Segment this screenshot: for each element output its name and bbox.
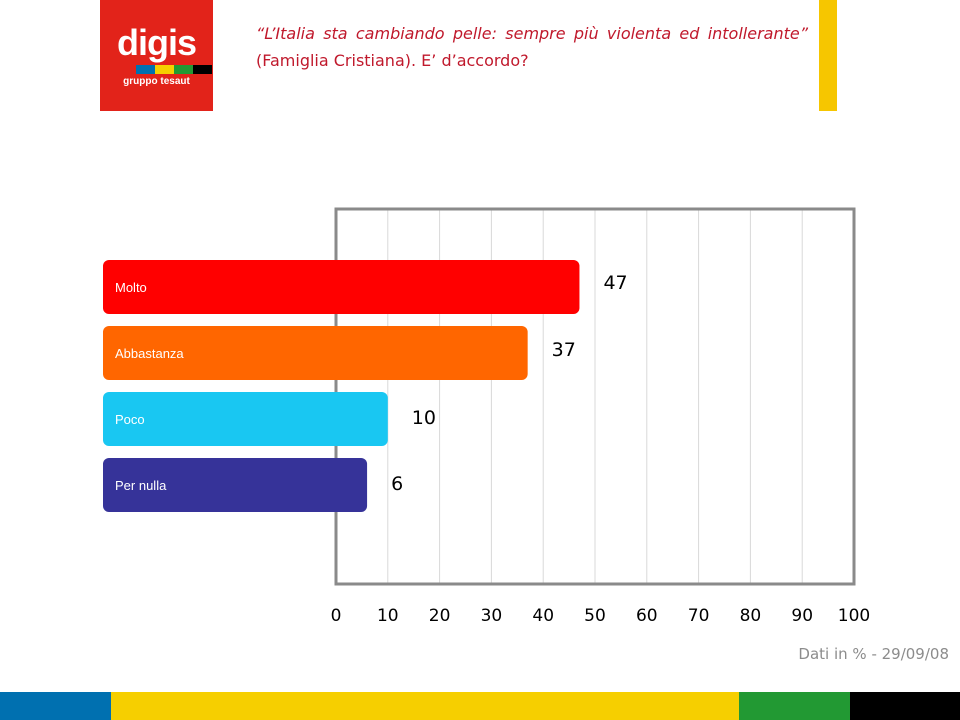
x-tick-label-80: 80 [740, 606, 762, 626]
bar-poco [103, 392, 388, 446]
bar-category-label: Abbastanza [115, 346, 184, 361]
question-quote: “L’Italia sta cambiando pelle: sempre pi… [256, 24, 808, 43]
data-footnote: Dati in % - 29/09/08 [798, 645, 949, 663]
x-tick-label-50: 50 [584, 606, 606, 626]
x-tick-label-90: 90 [791, 606, 813, 626]
x-tick-label-70: 70 [688, 606, 710, 626]
bottom-stripe-blue [0, 692, 111, 720]
logo-subtitle: gruppo tesaut [123, 76, 190, 87]
digis-logo: digis gruppo tesaut [100, 0, 213, 111]
bar-value-label: 37 [552, 339, 576, 361]
x-tick-label-100: 100 [838, 606, 870, 626]
bar-value-label: 47 [603, 272, 627, 294]
bar-category-label: Per nulla [115, 478, 167, 493]
bottom-stripe-black [850, 692, 960, 720]
survey-question: “L’Italia sta cambiando pelle: sempre pi… [256, 20, 808, 74]
bar-value-label: 6 [391, 473, 403, 495]
bottom-stripe-green [739, 692, 850, 720]
bar-category-label: Poco [115, 412, 145, 427]
x-tick-label-60: 60 [636, 606, 658, 626]
logo-color-stripes [136, 65, 212, 74]
x-tick-label-0: 0 [331, 606, 342, 626]
x-tick-label-30: 30 [481, 606, 503, 626]
bottom-color-bar [0, 692, 960, 720]
bar-molto [103, 260, 580, 314]
logo-wordmark: digis [116, 22, 197, 63]
yellow-bracket-decoration [819, 0, 837, 111]
x-tick-label-20: 20 [429, 606, 451, 626]
x-tick-label-10: 10 [377, 606, 399, 626]
question-rest: (Famiglia Cristiana). E’ d’accordo? [256, 51, 529, 70]
bar-value-label: 10 [412, 407, 436, 429]
x-tick-label-40: 40 [532, 606, 554, 626]
bar-abbastanza [103, 326, 528, 380]
bar-per-nulla [103, 458, 368, 512]
bottom-stripe-yellow [111, 692, 739, 720]
bar-category-label: Molto [115, 280, 147, 295]
